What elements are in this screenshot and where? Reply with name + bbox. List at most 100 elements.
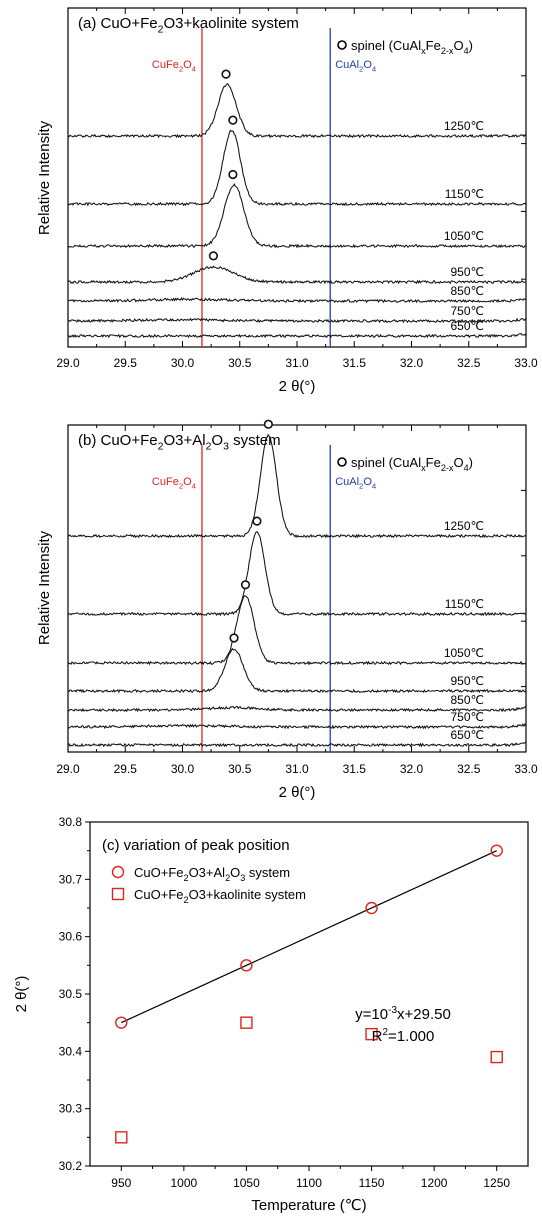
panel-c-point-square	[490, 1050, 503, 1064]
panel-c-point-circle	[240, 959, 253, 972]
panel-c-ylabel: 2 θ(°)	[13, 976, 30, 1013]
panel-b-xtick-label: 30.0	[171, 762, 195, 776]
panel-a-xtick-label: 32.5	[457, 356, 481, 370]
panel-c-legend-circle-marker	[111, 865, 125, 879]
panel-b-xtick-label: 32.5	[457, 762, 481, 776]
panel-b-trace-650℃	[67, 741, 527, 748]
panel-a-legend-label: spinel (CuAlxFe2-xO4)	[351, 38, 473, 56]
panel-b-xtick-label: 31.5	[343, 762, 367, 776]
panel-a-xtick-label: 31.0	[285, 356, 309, 370]
panel-b-ylabel: Relative Intensity	[36, 530, 53, 645]
panel-a-temp-label: 650℃	[451, 319, 485, 333]
panel-a-temp-label: 850℃	[451, 284, 485, 298]
panel-a-xtick-label: 30.0	[171, 356, 195, 370]
panel-b-temp-label: 1050℃	[444, 646, 484, 660]
panel-b-temp-label: 650℃	[451, 728, 485, 742]
panel-c-xtick-label: 950	[111, 1176, 131, 1190]
panel-b-temp-label: 750℃	[451, 710, 485, 724]
panel-a-peak-marker	[221, 69, 231, 79]
panel-c-xlabel: Temperature (℃)	[251, 1197, 366, 1214]
panel-c-point-circle	[365, 901, 378, 915]
panel-a-xtick-label: 29.0	[56, 356, 80, 370]
panel-c-fit-equation: y=10-3x+29.50	[355, 1005, 451, 1023]
panel-b-xtick-label: 32.0	[400, 762, 424, 776]
panel-a-xlabel: 2 θ(°)	[279, 378, 316, 395]
panel-c-point-square	[115, 1131, 128, 1144]
panel-a-trace-850℃	[67, 297, 527, 304]
panel-b-trace-850℃	[67, 705, 527, 713]
panel-b-temp-label: 950℃	[451, 674, 485, 688]
panel-b-title: (b) CuO+Fe2O3+Al2O3 system	[78, 432, 281, 453]
panel-b-xlabel: 2 θ(°)	[279, 784, 316, 801]
panel-a-temp-label: 1050℃	[444, 229, 484, 243]
panel-b-trace-1250℃	[67, 433, 527, 539]
panel-a-peak-marker	[208, 251, 219, 261]
panel-b-trace-1050℃	[67, 595, 527, 666]
panel-b-temp-label: 1150℃	[445, 597, 484, 611]
panel-b-trace-950℃	[67, 647, 527, 694]
panel-b-xtick-label: 30.5	[228, 762, 252, 776]
panel-b-xtick-label: 33.0	[514, 762, 538, 776]
panel-c-ytick-label: 30.6	[59, 930, 83, 944]
panel-a-xtick-label: 31.5	[343, 356, 367, 370]
panel-a-title: (a) CuO+Fe2O3+kaolinite system	[78, 15, 299, 36]
panel-c-xtick-label: 1150	[359, 1176, 385, 1190]
panel-a-temp-label: 1250℃	[444, 119, 484, 133]
panel-c-ytick-label: 30.8	[59, 815, 83, 829]
panel-c-ytick-label: 30.5	[59, 987, 83, 1001]
panel-b-xtick-label: 31.0	[285, 762, 309, 776]
panel-b-peak-marker	[252, 516, 262, 526]
panel-a-temp-label: 950℃	[451, 265, 485, 279]
panel-a-xtick-label: 32.0	[400, 356, 424, 370]
panel-b-temp-label: 1250℃	[444, 519, 484, 533]
panel-c-legend-square-marker	[111, 887, 125, 901]
panel-c-legend-label-0: CuO+Fe2O3+Al2O3 system	[134, 865, 290, 883]
panel-a-trace-1250℃	[67, 82, 527, 139]
panel-a-xtick-label: 33.0	[514, 356, 538, 370]
panel-b-plot: 29.0 29.5 30.0 30.5 31.0 31.5 32.0 32.5 33.0 2 θ(…	[36, 419, 538, 801]
panel-b-xtick-label: 29.5	[114, 762, 138, 776]
panel-a-trace-1150℃	[67, 129, 527, 207]
panel-a-ref-label-1: CuAl2O4	[335, 59, 377, 73]
panel-b-peak-marker	[240, 580, 251, 590]
panel-c-ytick-label: 30.4	[59, 1044, 83, 1058]
panel-b-trace-750℃	[67, 722, 527, 730]
panel-b-temp-label: 850℃	[451, 693, 485, 707]
panel-a-trace-950℃	[67, 265, 527, 285]
panel-c-xtick-label: 1000	[171, 1176, 198, 1190]
panel-c-fit-line	[121, 850, 497, 1024]
panel-b-peak-marker	[229, 633, 239, 643]
panel-c-ytick-label: 30.2	[59, 1159, 83, 1173]
panel-b-xtick-label: 29.0	[56, 762, 80, 776]
panel-b-ref-label-1: CuAl2O4	[335, 476, 377, 490]
panel-a-xtick-label: 29.5	[114, 356, 138, 370]
panel-c-xtick-label: 1050	[233, 1176, 260, 1190]
panel-b-peak-marker	[263, 419, 273, 429]
panel-a-peak-marker	[228, 115, 238, 125]
panel-c-title: (c) variation of peak position	[102, 837, 290, 854]
panel-c-point-square	[240, 1016, 253, 1029]
panel-c-xtick-label: 1100	[296, 1176, 322, 1190]
panel-c-plot: 950 1000 1050 1100 1150 1200 1250 30.2 30.3 30.4 3…	[13, 815, 529, 1214]
panel-b-legend-label: spinel (CuAlxFe2-xO4)	[351, 455, 473, 473]
panel-a-trace-750℃	[67, 317, 527, 324]
panel-c-xtick-label: 1200	[421, 1176, 448, 1190]
panel-a-ref-label-0: CuFe2O4	[152, 59, 197, 73]
panel-a-trace-1050℃	[67, 182, 527, 249]
panel-c-fit-r2: R2=1.000	[372, 1027, 435, 1045]
panel-c-ytick-label: 30.7	[59, 872, 83, 886]
panel-c-legend-label-1: CuO+Fe2O3+kaolinite system	[134, 887, 306, 905]
panel-a-plot: 29.0 29.5 30.0 30.5 31.0 31.5 32.0 32.5 33.0 2 θ(…	[36, 7, 538, 395]
panel-a-temp-label: 750℃	[451, 304, 485, 318]
panel-c-xtick-label: 1250	[483, 1176, 510, 1190]
panel-a-xtick-label: 30.5	[228, 356, 252, 370]
panel-a-peak-marker	[228, 169, 238, 180]
panel-a-trace-650℃	[67, 332, 527, 339]
panel-c-ytick-label: 30.3	[59, 1102, 83, 1116]
panel-a-temp-label: 1150℃	[445, 187, 484, 201]
panel-a-ylabel: Relative Intensity	[36, 120, 53, 235]
panel-a-legend-marker	[337, 40, 347, 50]
panel-c-point-circle	[115, 1016, 128, 1029]
panel-c-point-circle	[490, 844, 503, 857]
